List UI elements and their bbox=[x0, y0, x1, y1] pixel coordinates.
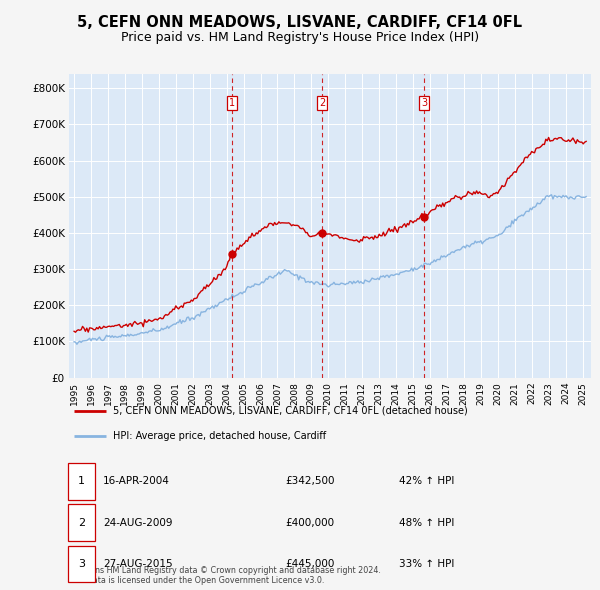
Text: 42% ↑ HPI: 42% ↑ HPI bbox=[399, 477, 454, 486]
Text: 1: 1 bbox=[229, 97, 235, 107]
Text: 2: 2 bbox=[78, 518, 85, 527]
Text: Contains HM Land Registry data © Crown copyright and database right 2024.
This d: Contains HM Land Registry data © Crown c… bbox=[69, 566, 381, 585]
Text: 3: 3 bbox=[421, 97, 427, 107]
Text: 2: 2 bbox=[319, 97, 325, 107]
Text: 27-AUG-2015: 27-AUG-2015 bbox=[103, 559, 173, 569]
Text: £342,500: £342,500 bbox=[285, 477, 335, 486]
Text: 3: 3 bbox=[78, 559, 85, 569]
Text: 48% ↑ HPI: 48% ↑ HPI bbox=[399, 518, 454, 527]
Text: £400,000: £400,000 bbox=[285, 518, 334, 527]
Text: 24-AUG-2009: 24-AUG-2009 bbox=[103, 518, 173, 527]
Text: 5, CEFN ONN MEADOWS, LISVANE, CARDIFF, CF14 0FL: 5, CEFN ONN MEADOWS, LISVANE, CARDIFF, C… bbox=[77, 15, 523, 30]
Text: 5, CEFN ONN MEADOWS, LISVANE, CARDIFF, CF14 0FL (detached house): 5, CEFN ONN MEADOWS, LISVANE, CARDIFF, C… bbox=[113, 406, 468, 416]
Text: £445,000: £445,000 bbox=[285, 559, 334, 569]
Text: 16-APR-2004: 16-APR-2004 bbox=[103, 477, 170, 486]
Text: HPI: Average price, detached house, Cardiff: HPI: Average price, detached house, Card… bbox=[113, 431, 326, 441]
Text: 1: 1 bbox=[78, 477, 85, 486]
Text: Price paid vs. HM Land Registry's House Price Index (HPI): Price paid vs. HM Land Registry's House … bbox=[121, 31, 479, 44]
Text: 33% ↑ HPI: 33% ↑ HPI bbox=[399, 559, 454, 569]
